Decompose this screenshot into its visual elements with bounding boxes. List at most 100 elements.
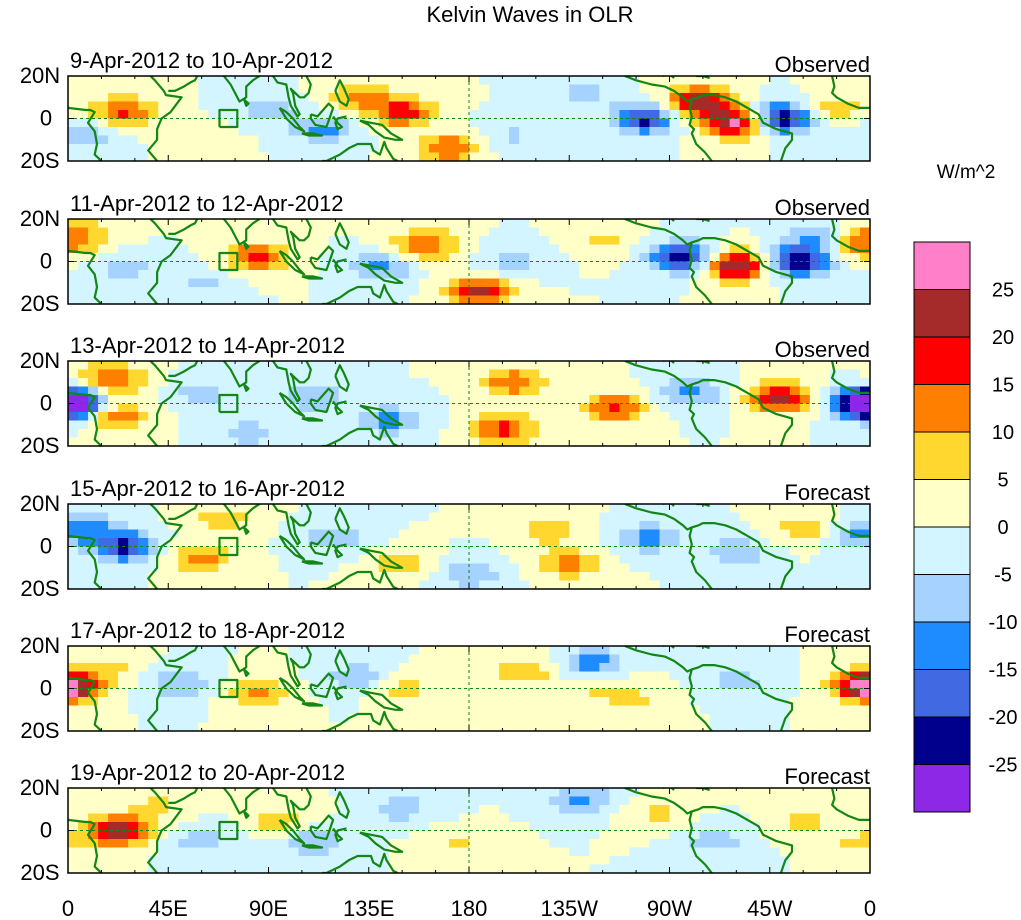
grid-cell bbox=[619, 437, 631, 446]
grid-cell bbox=[258, 101, 270, 111]
grid-cell bbox=[769, 76, 781, 86]
grid-cell bbox=[278, 512, 290, 522]
grid-cell bbox=[288, 705, 300, 715]
grid-cell bbox=[779, 722, 791, 731]
grid-cell bbox=[448, 563, 460, 573]
grid-cell bbox=[589, 84, 600, 94]
grid-cell bbox=[529, 671, 540, 681]
grid-cell bbox=[789, 412, 801, 422]
grid-cell bbox=[378, 420, 390, 430]
grid-cell bbox=[469, 127, 480, 137]
grid-cell bbox=[829, 839, 841, 849]
grid-cell bbox=[669, 663, 681, 673]
grid-cell bbox=[418, 261, 430, 271]
grid-cell bbox=[679, 270, 691, 280]
grid-cell bbox=[809, 412, 821, 422]
grid-cell bbox=[479, 722, 490, 731]
grid-cell bbox=[188, 512, 199, 522]
grid-cell bbox=[699, 76, 711, 86]
grid-cell bbox=[639, 796, 651, 806]
grid-cell bbox=[479, 521, 490, 531]
grid-cell bbox=[118, 403, 129, 413]
grid-cell bbox=[469, 135, 480, 145]
grid-cell bbox=[659, 705, 671, 715]
grid-cell bbox=[769, 295, 781, 304]
grid-cell bbox=[198, 671, 209, 681]
grid-cell bbox=[489, 287, 500, 297]
coastline bbox=[168, 646, 199, 662]
grid-cell bbox=[228, 295, 240, 304]
grid-cell bbox=[729, 236, 741, 246]
grid-cell bbox=[338, 244, 350, 254]
grid-cell bbox=[699, 538, 711, 548]
grid-cell bbox=[659, 420, 671, 430]
grid-cell bbox=[458, 152, 470, 161]
grid-cell bbox=[599, 830, 610, 840]
grid-cell bbox=[829, 796, 841, 806]
grid-cell bbox=[499, 253, 510, 263]
grid-cell bbox=[348, 378, 360, 388]
grid-cell bbox=[148, 420, 159, 430]
grid-cell bbox=[448, 369, 460, 379]
grid-cell bbox=[338, 504, 350, 514]
grid-cell bbox=[388, 236, 400, 246]
grid-cell bbox=[499, 118, 510, 128]
grid-cell bbox=[88, 118, 99, 128]
grid-cell bbox=[428, 127, 440, 137]
grid-cell bbox=[719, 144, 731, 154]
grid-cell bbox=[649, 555, 661, 565]
reference-box bbox=[218, 678, 239, 699]
grid-cell bbox=[779, 244, 791, 254]
grid-cell bbox=[248, 580, 260, 589]
grid-cell bbox=[559, 805, 570, 815]
grid-cell bbox=[489, 680, 500, 690]
grid-cell bbox=[408, 680, 420, 690]
grid-cell bbox=[128, 127, 139, 137]
grid-cell bbox=[749, 76, 761, 86]
grid-cell bbox=[529, 697, 540, 707]
grid-cell bbox=[719, 580, 731, 589]
grid-cell bbox=[769, 118, 781, 128]
grid-cell bbox=[699, 813, 711, 823]
grid-cell bbox=[829, 244, 841, 254]
grid-cell bbox=[669, 420, 681, 430]
grid-cell bbox=[529, 236, 540, 246]
grid-cell bbox=[799, 244, 811, 254]
grid-cell bbox=[108, 688, 119, 698]
grid-cell bbox=[749, 680, 761, 690]
grid-cell bbox=[348, 705, 360, 715]
grid-cell bbox=[699, 671, 711, 681]
grid-cell bbox=[328, 830, 340, 840]
grid-cell bbox=[98, 127, 109, 137]
grid-cell bbox=[398, 395, 410, 405]
grid-cell bbox=[829, 504, 841, 514]
grid-cell bbox=[619, 538, 631, 548]
grid-cell bbox=[318, 546, 330, 556]
grid-cell bbox=[458, 84, 470, 94]
grid-cell bbox=[138, 110, 149, 120]
grid-cell bbox=[138, 572, 149, 582]
grid-cell bbox=[709, 412, 721, 422]
grid-cell bbox=[779, 830, 791, 840]
grid-cell bbox=[448, 646, 460, 656]
grid-cell bbox=[759, 580, 771, 589]
grid-cell bbox=[178, 663, 189, 673]
grid-cell bbox=[148, 287, 159, 297]
grid-cell bbox=[749, 572, 761, 582]
grid-cell bbox=[228, 572, 240, 582]
grid-cell bbox=[108, 705, 119, 715]
grid-cell bbox=[849, 253, 861, 263]
grid-cell bbox=[539, 437, 550, 446]
grid-cell bbox=[288, 84, 300, 94]
grid-cell bbox=[479, 813, 490, 823]
grid-cell bbox=[649, 788, 661, 798]
grid-cell bbox=[809, 546, 821, 556]
grid-cell bbox=[68, 580, 79, 589]
grid-cell bbox=[609, 813, 620, 823]
grid-cell bbox=[499, 127, 510, 137]
grid-cell bbox=[729, 654, 741, 664]
grid-cell bbox=[479, 403, 490, 413]
grid-cell bbox=[168, 118, 179, 128]
grid-cell bbox=[308, 788, 320, 798]
grid-cell bbox=[529, 118, 540, 128]
